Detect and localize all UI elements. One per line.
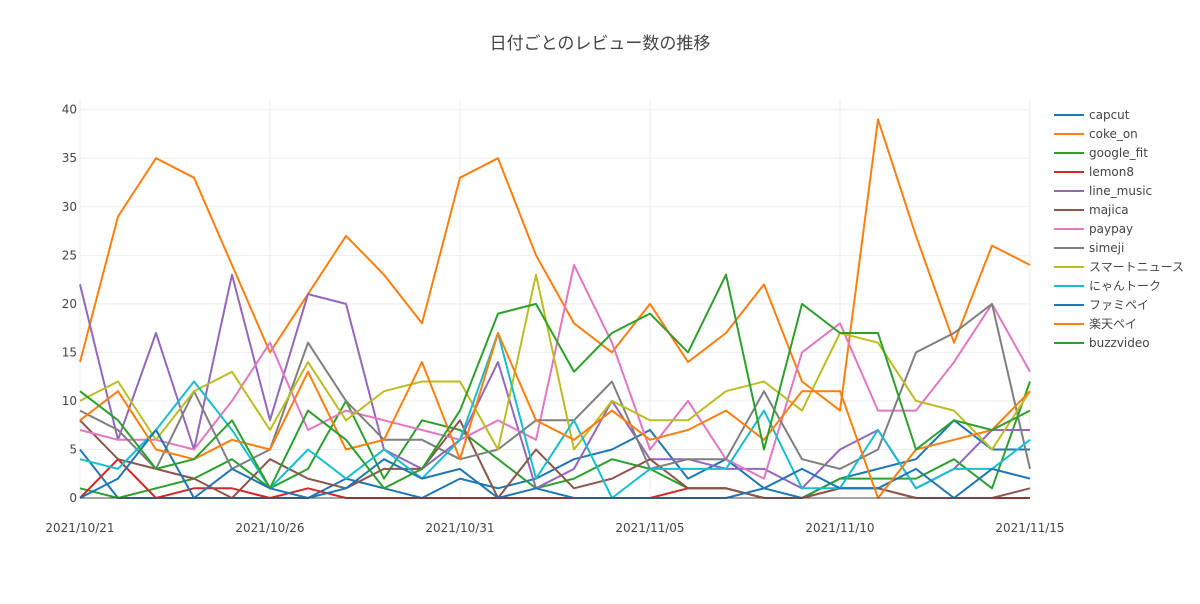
series-line-ファミペイ — [79, 429, 1031, 499]
y-tick-label: 10 — [62, 394, 77, 408]
plot-area — [79, 118, 1031, 499]
y-tick-label: 5 — [69, 442, 77, 456]
legend-label: simeji — [1089, 241, 1124, 255]
series-line-coke_on — [79, 118, 1031, 412]
series-line-にゃんトーク — [79, 332, 1031, 499]
legend-item-paypay[interactable]: paypay — [1054, 222, 1133, 236]
legend-item-line_music[interactable]: line_music — [1054, 184, 1152, 198]
legend-label: ファミペイ — [1089, 298, 1149, 312]
legend-label: google_fit — [1089, 146, 1148, 160]
x-tick-label: 2021/10/26 — [235, 521, 304, 535]
chart-title: 日付ごとのレビュー数の推移 — [490, 34, 711, 54]
legend-label: lemon8 — [1089, 165, 1134, 179]
series-line-line_music — [79, 273, 1030, 490]
legend-item-simeji[interactable]: simeji — [1054, 241, 1124, 255]
legend[interactable]: capcut coke_on google_fit lemon8 line_musicm… — [1054, 108, 1184, 350]
legend-label: line_music — [1089, 184, 1152, 198]
legend-item-google_fit[interactable]: google_fit — [1054, 146, 1148, 160]
legend-item-buzzvideo[interactable]: buzzvideo — [1054, 336, 1150, 350]
legend-label: 楽天ペイ — [1089, 317, 1137, 331]
y-tick-label: 0 — [69, 491, 77, 505]
legend-item-capcut[interactable]: capcut — [1054, 108, 1130, 122]
y-tick-label: 20 — [62, 297, 77, 311]
x-tick-label: 2021/11/05 — [615, 521, 684, 535]
x-tick-label: 2021/11/15 — [995, 521, 1064, 535]
axes: 0 5 10 15 20 25 30 35 40 2021/10/21 2021/10/26 2021… — [45, 103, 1064, 535]
x-tick-label: 2021/10/31 — [425, 521, 494, 535]
legend-item-lemon8[interactable]: lemon8 — [1054, 165, 1134, 179]
y-tick-label: 35 — [62, 151, 77, 165]
legend-label: capcut — [1089, 108, 1130, 122]
series-line-スマートニュース — [79, 273, 1031, 451]
series-line-simeji — [79, 302, 1031, 470]
legend-item-楽天ペイ[interactable]: 楽天ペイ — [1054, 317, 1137, 331]
legend-item-majica[interactable]: majica — [1054, 203, 1129, 217]
legend-item-スマートニュース[interactable]: スマートニュース — [1054, 260, 1184, 274]
y-tick-label: 40 — [62, 103, 77, 117]
y-tick-label: 25 — [62, 248, 77, 262]
grid — [79, 100, 1031, 498]
legend-label: paypay — [1089, 222, 1133, 236]
legend-label: にゃんトーク — [1089, 279, 1161, 293]
series-line-buzzvideo — [79, 273, 1031, 490]
legend-label: coke_on — [1089, 127, 1138, 141]
y-tick-label: 15 — [62, 345, 77, 359]
series-line-google_fit — [79, 381, 1031, 499]
legend-label: majica — [1089, 203, 1129, 217]
y-tick-label: 30 — [62, 200, 77, 214]
legend-label: スマートニュース — [1089, 260, 1184, 274]
series-line-楽天ペイ — [79, 332, 1031, 499]
legend-item-にゃんトーク[interactable]: にゃんトーク — [1054, 279, 1161, 293]
x-tick-label: 2021/11/10 — [805, 521, 874, 535]
x-tick-label: 2021/10/21 — [45, 521, 114, 535]
legend-item-ファミペイ[interactable]: ファミペイ — [1054, 298, 1149, 312]
series-line-paypay — [79, 264, 1031, 480]
legend-label: buzzvideo — [1089, 336, 1150, 350]
legend-item-coke_on[interactable]: coke_on — [1054, 127, 1138, 141]
